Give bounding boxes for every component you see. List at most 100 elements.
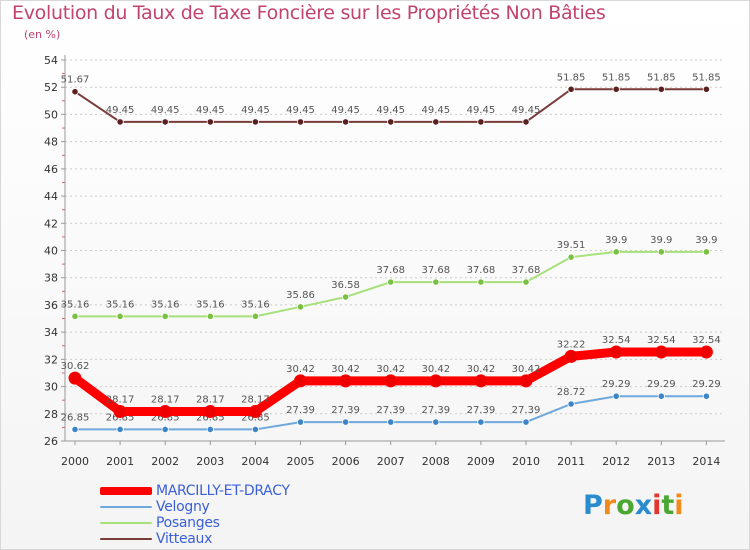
logo-letter: o	[616, 490, 635, 521]
data-point	[161, 118, 169, 126]
legend-label: MARCILLY-ET-DRACY	[156, 483, 290, 499]
data-label: 28.72	[557, 387, 586, 398]
x-tick-label: 2005	[287, 455, 315, 468]
data-label: 29.29	[602, 379, 631, 390]
data-label: 28.17	[196, 394, 225, 405]
data-label: 49.45	[196, 105, 225, 116]
data-label: 49.45	[512, 105, 541, 116]
data-label: 39.9	[605, 235, 627, 246]
data-label: 51.85	[692, 72, 721, 83]
data-point	[387, 278, 395, 286]
legend-swatch	[100, 538, 152, 540]
data-label: 27.39	[467, 405, 496, 416]
data-point	[657, 85, 665, 93]
legend-label: Posanges	[156, 515, 220, 531]
data-label: 30.42	[467, 364, 496, 375]
x-tick-label: 2011	[557, 455, 585, 468]
x-tick-label: 2002	[151, 455, 179, 468]
y-tick-label: 38	[44, 272, 58, 285]
logo-letter: x	[634, 490, 653, 521]
data-label: 51.85	[602, 72, 631, 83]
data-label: 51.67	[61, 75, 90, 86]
data-point	[113, 404, 127, 418]
data-label: 37.68	[467, 265, 496, 276]
legend: MARCILLY-ET-DRACY Velogny Posanges Vitte…	[100, 483, 290, 547]
data-point	[702, 85, 711, 93]
data-point	[341, 418, 350, 426]
data-point	[387, 118, 395, 126]
data-label: 35.16	[106, 299, 135, 310]
data-point	[341, 293, 350, 301]
y-axis-unit-label: (en %)	[24, 28, 61, 41]
y-tick-label: 52	[44, 81, 58, 94]
data-point	[71, 312, 79, 320]
y-tick-label: 26	[44, 435, 58, 448]
data-point	[429, 374, 443, 388]
data-label: 30.62	[61, 361, 90, 372]
data-point	[158, 404, 172, 418]
data-point	[477, 418, 485, 426]
x-tick-label: 2000	[61, 455, 89, 468]
legend-swatch	[100, 522, 152, 524]
y-tick-label: 42	[44, 217, 58, 230]
data-point	[522, 278, 530, 286]
data-label: 27.39	[331, 405, 360, 416]
data-label: 30.42	[376, 364, 405, 375]
data-point	[251, 312, 259, 320]
data-label: 51.85	[557, 72, 586, 83]
data-point	[294, 374, 307, 388]
data-point	[296, 118, 305, 126]
data-point	[612, 392, 620, 400]
legend-item: Posanges	[100, 515, 290, 531]
data-label: 51.85	[647, 72, 676, 83]
data-point	[609, 345, 623, 359]
y-tick-label: 46	[44, 163, 58, 176]
data-label: 27.39	[376, 405, 405, 416]
proxiti-logo[interactable]: Proxiti	[583, 490, 684, 521]
data-label: 30.42	[512, 364, 541, 375]
data-point	[251, 118, 259, 126]
data-label: 49.45	[286, 105, 315, 116]
y-tick-label: 50	[44, 108, 58, 121]
x-tick-label: 2009	[467, 455, 495, 468]
y-tick-label: 32	[44, 353, 58, 366]
logo-letter: P	[583, 490, 603, 521]
x-tick-label: 2007	[377, 455, 405, 468]
x-tick-label: 2008	[422, 455, 450, 468]
data-label: 30.42	[286, 364, 315, 375]
chart-title: Evolution du Taux de Taxe Foncière sur l…	[12, 2, 606, 24]
y-tick-label: 44	[44, 190, 58, 203]
data-point	[161, 425, 169, 434]
data-label: 32.54	[647, 335, 676, 346]
data-label: 49.45	[376, 105, 405, 116]
x-tick-label: 2001	[106, 455, 134, 468]
data-point	[474, 374, 488, 388]
data-point	[296, 418, 305, 426]
data-point	[612, 248, 620, 256]
data-point	[203, 404, 217, 418]
data-point	[567, 85, 575, 93]
legend-item: Vitteaux	[100, 531, 290, 547]
data-label: 32.22	[557, 339, 586, 350]
data-point	[71, 425, 79, 434]
data-label: 30.42	[331, 364, 360, 375]
data-label: 49.45	[151, 105, 180, 116]
logo-letter: r	[602, 490, 617, 521]
data-point	[702, 392, 711, 400]
data-point	[116, 312, 124, 320]
data-point	[387, 418, 395, 426]
data-label: 28.17	[106, 394, 135, 405]
y-tick-label: 34	[44, 326, 58, 339]
data-point	[477, 118, 485, 126]
x-tick-label: 2013	[647, 455, 675, 468]
data-point	[477, 278, 485, 286]
data-label: 35.16	[196, 299, 225, 310]
data-point	[612, 85, 620, 93]
y-tick-label: 36	[44, 299, 58, 312]
data-point	[71, 88, 79, 96]
data-point	[432, 418, 440, 426]
data-point	[432, 118, 440, 126]
data-label: 35.86	[286, 290, 315, 301]
data-label: 28.17	[151, 394, 180, 405]
